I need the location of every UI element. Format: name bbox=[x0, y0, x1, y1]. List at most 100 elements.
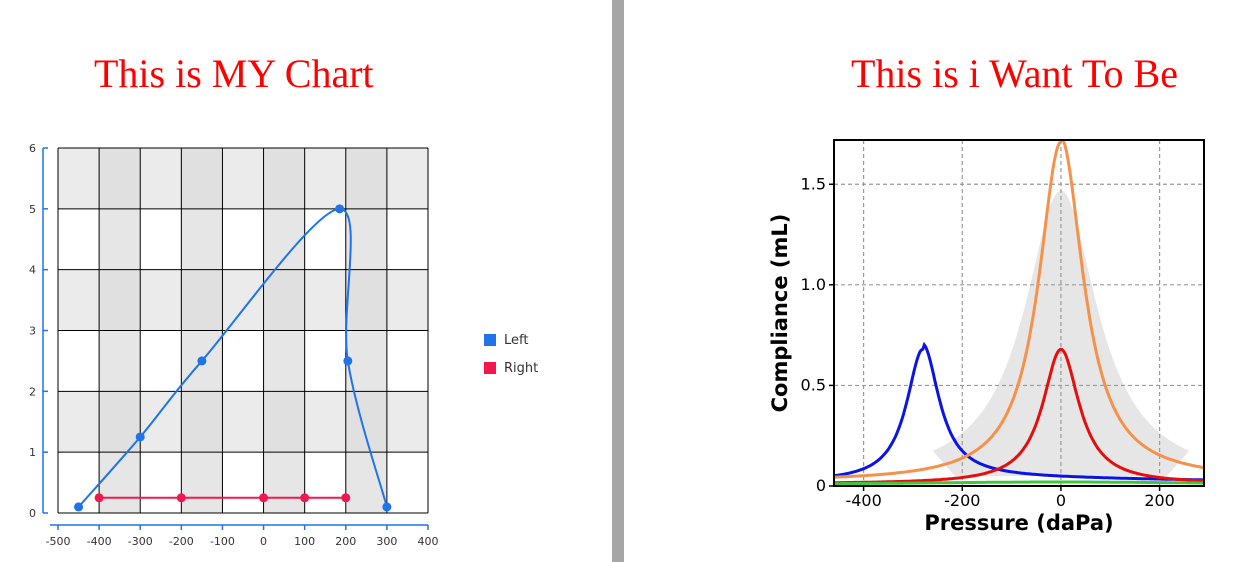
grid-cell bbox=[140, 148, 182, 209]
x-tick-label: -400 bbox=[87, 535, 112, 548]
legend-item-right[interactable]: Right bbox=[484, 354, 538, 382]
want-series-line-2 bbox=[834, 140, 1204, 479]
want-y-tick-label: 0 bbox=[816, 476, 826, 495]
grid-cell bbox=[345, 391, 387, 453]
grid-cell bbox=[304, 391, 346, 453]
data-point-right bbox=[259, 493, 269, 503]
x-tick-label: -100 bbox=[210, 535, 235, 548]
grid-cell bbox=[304, 269, 346, 331]
data-point-left bbox=[74, 502, 84, 512]
y-tick-label: 4 bbox=[29, 264, 36, 277]
legend-swatch-left bbox=[484, 334, 496, 346]
grid-cell bbox=[99, 208, 141, 270]
want-chart-plot-area bbox=[834, 140, 1204, 486]
grid-cell bbox=[345, 148, 387, 209]
data-point-left bbox=[197, 356, 207, 366]
grid-cell bbox=[222, 148, 264, 209]
grid-cell bbox=[386, 452, 428, 513]
my-chart-axes: 0 1 2 3 4 5 6 -500 -400 -300 -200 -100 0 100 200 300 400 bbox=[29, 142, 439, 548]
series-left bbox=[74, 204, 392, 512]
want-chart-axes: -400 -200 0 200 0 0.5 1.0 1.5 Pressure (daPa) Com… bbox=[768, 139, 1205, 535]
grid-cell bbox=[181, 208, 223, 270]
grid-cell bbox=[181, 452, 223, 513]
grid-cell bbox=[386, 269, 428, 331]
x-tick-label: 300 bbox=[376, 535, 397, 548]
data-point-left bbox=[382, 502, 392, 512]
grid-cell bbox=[140, 330, 182, 392]
grid-cell bbox=[222, 208, 264, 270]
grid-cell bbox=[58, 269, 100, 331]
grid-cell bbox=[263, 391, 305, 453]
x-tick-label: 0 bbox=[260, 535, 267, 548]
data-point-right bbox=[94, 493, 104, 503]
grid-cell bbox=[263, 208, 305, 270]
grid-cell bbox=[304, 208, 346, 270]
grid-cell bbox=[222, 269, 264, 331]
data-point-right bbox=[176, 493, 186, 503]
grid-cell bbox=[222, 391, 264, 453]
x-tick-label: 100 bbox=[294, 535, 315, 548]
x-tick-label: 200 bbox=[335, 535, 356, 548]
grid-cell bbox=[263, 148, 305, 209]
grid-cell bbox=[99, 148, 141, 209]
my-chart-legend: Left Right bbox=[484, 326, 538, 382]
legend-label-right: Right bbox=[504, 360, 539, 376]
my-chart: 0 1 2 3 4 5 6 -500 -400 -300 -200 -100 0 100 200 300 400 bbox=[29, 142, 439, 548]
grid-cell bbox=[345, 269, 387, 331]
my-chart-plot-area bbox=[57, 147, 429, 514]
grid-cell bbox=[99, 391, 141, 453]
legend-item-left[interactable]: Left bbox=[484, 326, 538, 354]
grid-cell bbox=[181, 148, 223, 209]
grid-cell bbox=[140, 391, 182, 453]
x-tick-label: -200 bbox=[169, 535, 194, 548]
grid-cell bbox=[140, 208, 182, 270]
legend-label-left: Left bbox=[504, 332, 529, 348]
want-y-axis-label: Compliance (mL) bbox=[768, 214, 792, 413]
grid-cell bbox=[99, 452, 141, 513]
y-tick-label: 5 bbox=[29, 203, 36, 216]
grid-cell bbox=[181, 269, 223, 331]
grid-cell bbox=[140, 452, 182, 513]
grid-cell bbox=[263, 330, 305, 392]
x-tick-label: -300 bbox=[128, 535, 153, 548]
want-plot-frame bbox=[833, 139, 1205, 487]
grid-cell bbox=[222, 330, 264, 392]
grid-cell bbox=[386, 208, 428, 270]
grid-cell bbox=[140, 269, 182, 331]
grid-cell bbox=[386, 391, 428, 453]
y-tick-label: 0 bbox=[29, 507, 36, 520]
grid-cell bbox=[304, 148, 346, 209]
right-panel-title: This is i Want To Be bbox=[851, 51, 1178, 96]
want-x-tick-label: -200 bbox=[944, 491, 980, 510]
want-series-line-1 bbox=[834, 341, 1204, 482]
want-y-tick-label: 0.5 bbox=[801, 375, 826, 394]
want-x-tick-label: -400 bbox=[845, 491, 881, 510]
grid-cell bbox=[99, 269, 141, 331]
normal-range-band bbox=[932, 190, 1190, 476]
grid-cell bbox=[304, 452, 346, 513]
want-x-tick-label: 200 bbox=[1144, 491, 1175, 510]
grid-cell bbox=[181, 391, 223, 453]
data-point-left bbox=[135, 432, 145, 442]
want-y-tick-label: 1.0 bbox=[801, 275, 826, 294]
x-tick-label: 400 bbox=[418, 535, 439, 548]
want-series-line-4 bbox=[834, 480, 1204, 486]
want-y-tick-label: 1.5 bbox=[801, 174, 826, 193]
grid-cell bbox=[386, 330, 428, 392]
grid-cell bbox=[58, 391, 100, 453]
data-point-left bbox=[335, 204, 345, 214]
grid-cell bbox=[58, 330, 100, 392]
x-tick-label: -500 bbox=[46, 535, 71, 548]
y-tick-label: 6 bbox=[29, 142, 36, 155]
data-point-right bbox=[300, 493, 310, 503]
grid-cell bbox=[99, 330, 141, 392]
left-panel-title: This is MY Chart bbox=[94, 51, 374, 96]
grid-cell bbox=[263, 452, 305, 513]
grid-cell bbox=[304, 330, 346, 392]
want-background bbox=[834, 140, 1204, 486]
grid-cell bbox=[386, 148, 428, 209]
want-series-line-3 bbox=[834, 347, 1204, 485]
grid-cell bbox=[263, 269, 305, 331]
legend-swatch-right bbox=[484, 362, 496, 374]
want-x-tick-label: 0 bbox=[1056, 491, 1066, 510]
